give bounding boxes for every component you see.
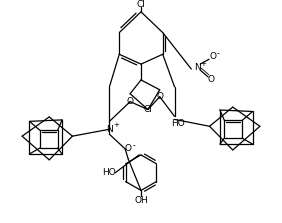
Text: Cl: Cl [144, 105, 152, 114]
Text: HO: HO [171, 119, 185, 128]
Text: -: - [133, 142, 135, 151]
Text: O: O [125, 145, 132, 153]
Text: O: O [208, 75, 215, 85]
Text: -: - [217, 49, 219, 58]
Text: +: + [113, 122, 119, 128]
Text: N: N [194, 63, 201, 72]
Text: O: O [127, 97, 134, 106]
Text: O: O [156, 92, 163, 101]
Text: HO: HO [103, 168, 116, 177]
Text: Cl: Cl [136, 0, 146, 9]
Text: +: + [200, 61, 206, 67]
Text: N: N [106, 125, 113, 134]
Text: O: O [210, 52, 217, 61]
Text: OH: OH [134, 196, 148, 205]
